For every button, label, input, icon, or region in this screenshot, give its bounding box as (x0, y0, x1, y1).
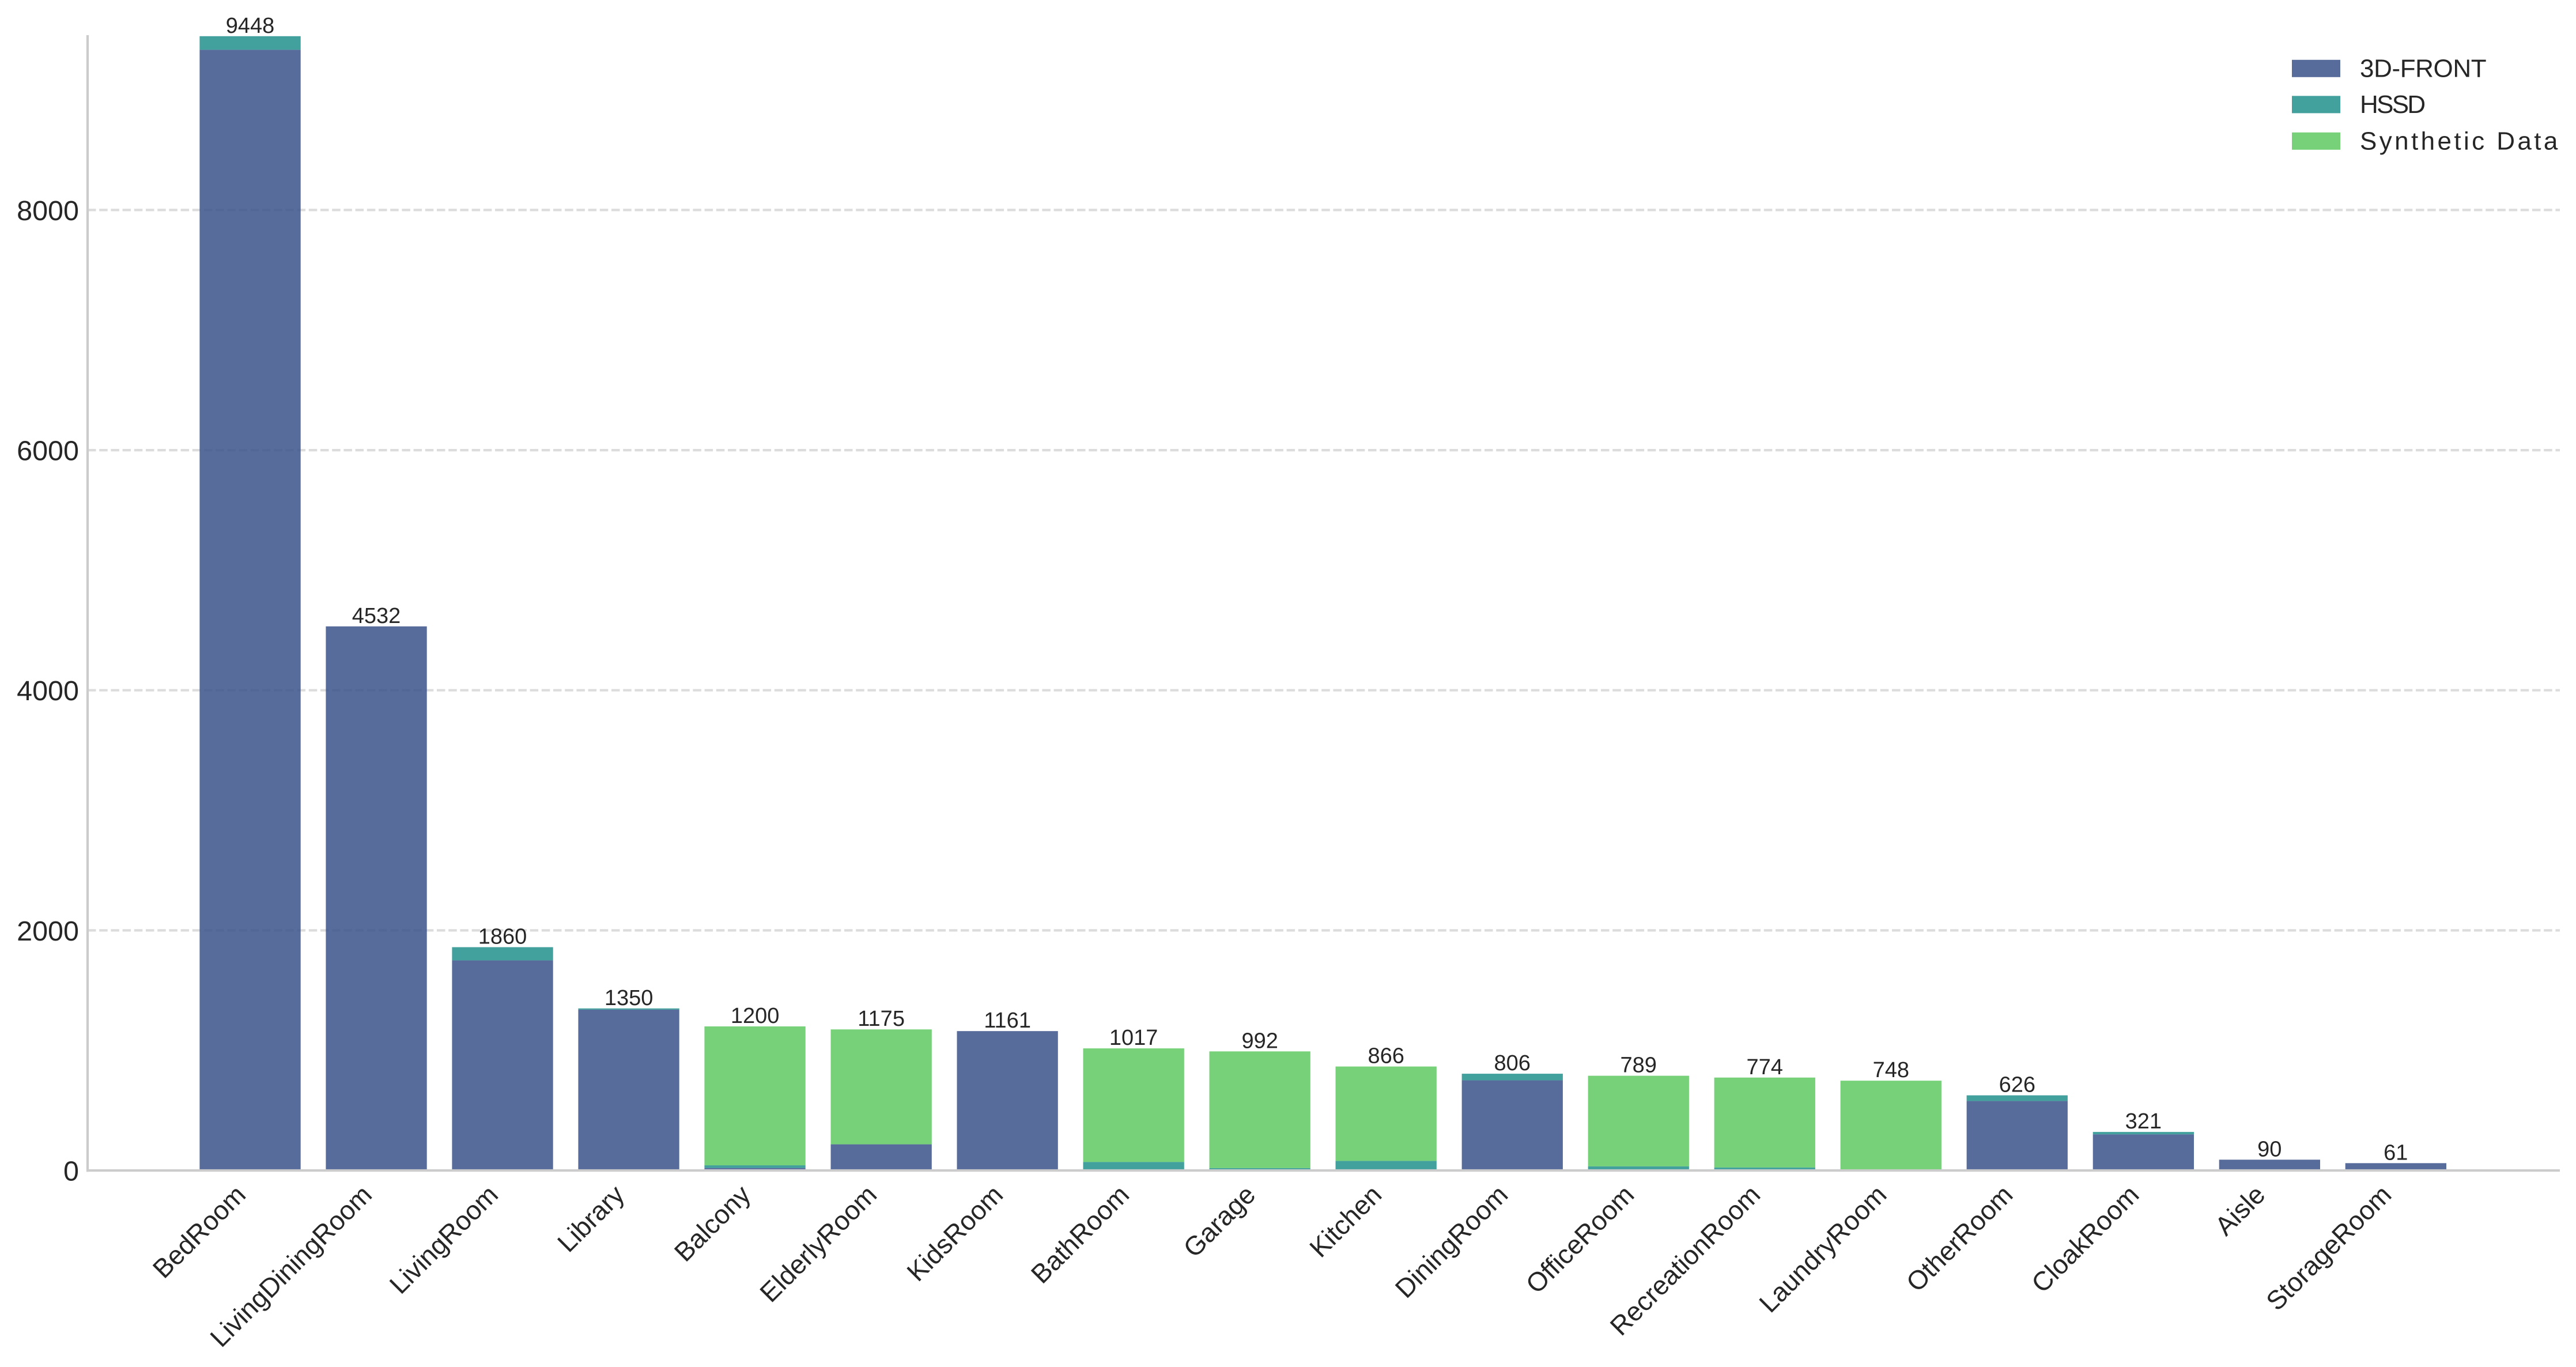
svg-text:9448: 9448 (226, 14, 275, 38)
svg-text:1017: 1017 (1109, 1026, 1158, 1050)
svg-text:992: 992 (1241, 1029, 1278, 1053)
svg-text:1200: 1200 (731, 1004, 780, 1028)
svg-text:4000: 4000 (17, 675, 79, 707)
svg-text:1860: 1860 (478, 925, 527, 949)
svg-text:789: 789 (1620, 1053, 1656, 1078)
svg-text:806: 806 (1494, 1051, 1530, 1075)
svg-text:321: 321 (2125, 1109, 2162, 1134)
svg-text:2000: 2000 (17, 916, 79, 947)
svg-text:1175: 1175 (858, 1007, 905, 1031)
svg-text:HSSD: HSSD (2360, 90, 2424, 119)
svg-text:0: 0 (63, 1156, 79, 1187)
svg-text:1350: 1350 (605, 986, 654, 1010)
svg-text:4532: 4532 (352, 604, 401, 628)
svg-text:8000: 8000 (17, 195, 79, 226)
svg-text:3D-FRONT: 3D-FRONT (2360, 55, 2486, 83)
svg-text:61: 61 (2384, 1141, 2408, 1165)
svg-text:866: 866 (1368, 1044, 1404, 1068)
svg-text:748: 748 (1873, 1058, 1909, 1082)
svg-text:90: 90 (2257, 1137, 2282, 1161)
svg-text:Synthetic Data: Synthetic Data (2360, 127, 2560, 156)
svg-text:774: 774 (1746, 1055, 1782, 1079)
svg-text:1161: 1161 (984, 1009, 1031, 1033)
svg-text:6000: 6000 (17, 436, 79, 467)
svg-text:626: 626 (1999, 1073, 2035, 1097)
